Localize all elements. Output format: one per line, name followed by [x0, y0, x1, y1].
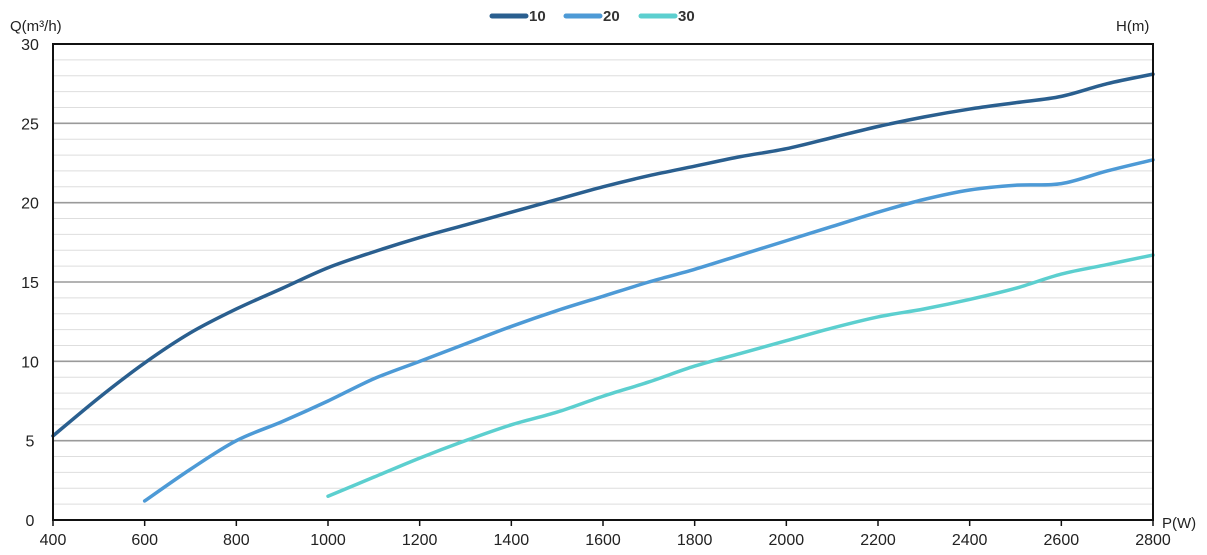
x-tick-label: 1400: [494, 532, 530, 549]
y-tick-label: 5: [26, 434, 35, 451]
x-axis-label: P(W): [1162, 515, 1196, 532]
x-tick-label: 2000: [769, 532, 805, 549]
grid-lines: [53, 59, 1153, 505]
legend-label-20: 20: [603, 8, 620, 25]
x-tick-label: 600: [131, 532, 158, 549]
x-tick-label: 2800: [1135, 532, 1171, 549]
x-tick-label: 1600: [585, 532, 621, 549]
x-tick-label: 2600: [1044, 532, 1080, 549]
series-line-10: [51, 72, 1155, 438]
y-tick-label: 15: [21, 275, 39, 292]
y-tick-label: 10: [21, 354, 39, 371]
y-axis-label: Q(m³/h): [10, 18, 62, 35]
series-line-30: [326, 253, 1155, 498]
legend-label-10: 10: [529, 8, 546, 25]
y-tick-label: 20: [21, 196, 39, 213]
y-tick-label: 30: [21, 37, 39, 54]
y-tick-label: 25: [21, 116, 39, 133]
legend-label-30: 30: [678, 8, 695, 25]
x-tick-label: 1800: [677, 532, 713, 549]
x-tick-label: 800: [223, 532, 250, 549]
x-tick-label: 400: [40, 532, 67, 549]
x-tick-label: 2400: [952, 532, 988, 549]
y2-axis-label: H(m): [1116, 18, 1149, 35]
x-tick-label: 1200: [402, 532, 438, 549]
legend: 10 20 30: [489, 8, 695, 25]
y-tick-label: 0: [26, 513, 35, 530]
series-line-20: [142, 158, 1155, 503]
y-axis-ticks: 0 5 10 15 20 25 30: [21, 37, 39, 530]
x-tick-label: 1000: [310, 532, 346, 549]
x-axis-ticks: 400 600 800 1000 1200 1400 1600 1800 2000 2200 240…: [40, 520, 1171, 549]
x-tick-label: 2200: [860, 532, 896, 549]
series-lines: [51, 72, 1155, 503]
